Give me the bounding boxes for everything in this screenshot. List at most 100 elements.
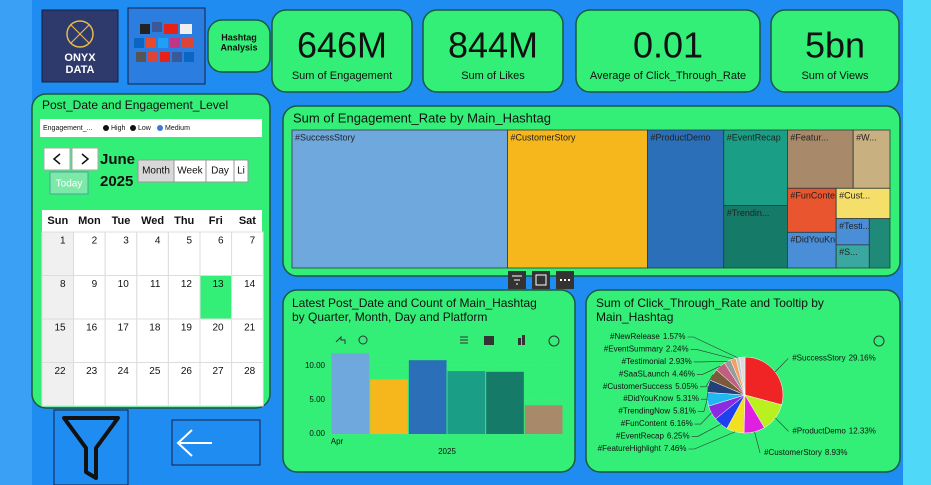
pie-label: #ProductDemo 12.33% xyxy=(792,426,876,435)
day-number: 28 xyxy=(244,366,256,377)
treemap-label: #CustomerStory xyxy=(511,132,577,142)
icon xyxy=(180,24,192,34)
pie-label-value: 5.05% xyxy=(675,382,698,391)
treemap-cell xyxy=(507,129,648,269)
logo xyxy=(41,9,119,83)
leader-line xyxy=(754,431,761,454)
treemap-label: #EventRecap xyxy=(727,132,781,142)
day-cell[interactable] xyxy=(231,275,264,320)
pie-label-name: #NewRelease xyxy=(610,332,660,341)
filter-icon xyxy=(62,416,120,480)
day-cell[interactable] xyxy=(136,362,169,407)
day-cell[interactable] xyxy=(41,318,75,363)
pie-label-value: 2.24% xyxy=(666,345,689,354)
day-cell[interactable] xyxy=(167,231,201,276)
menu-icon[interactable] xyxy=(460,336,468,344)
bar xyxy=(370,379,408,434)
leader-line xyxy=(690,349,734,360)
filter-button[interactable] xyxy=(53,409,129,485)
zoom-icon[interactable] xyxy=(358,335,368,345)
next-button[interactable] xyxy=(71,147,99,171)
day-cell[interactable] xyxy=(199,318,233,363)
view-label: Month xyxy=(142,166,170,177)
treemap-label: #W... xyxy=(856,132,877,142)
today-button[interactable] xyxy=(49,171,89,195)
calendar-icon[interactable] xyxy=(484,336,494,345)
view-button[interactable] xyxy=(233,159,249,183)
view-label: Li xyxy=(237,166,245,177)
legend-dot xyxy=(130,125,136,131)
day-cell[interactable] xyxy=(41,275,75,320)
day-cell[interactable] xyxy=(73,275,106,320)
day-cell[interactable] xyxy=(199,362,233,407)
day-cell[interactable] xyxy=(199,231,233,276)
day-cell[interactable] xyxy=(104,362,138,407)
icon xyxy=(152,22,162,32)
pie-label: #DidYouKnow 5.31% xyxy=(623,394,699,403)
leader-line xyxy=(699,374,714,388)
day-number: 13 xyxy=(212,279,224,290)
day-number: 15 xyxy=(54,323,66,334)
treemap-title: Sum of Engagement_Rate by Main_Hashtag xyxy=(293,110,551,125)
chart-icon[interactable] xyxy=(522,335,525,345)
day-cell[interactable] xyxy=(136,318,169,363)
day-cell[interactable] xyxy=(104,231,138,276)
day-cell[interactable] xyxy=(73,231,106,276)
toolbar-button[interactable] xyxy=(532,271,550,289)
pie-label-name: #CustomerStory xyxy=(764,448,822,457)
pie-label-name: #EventRecap xyxy=(616,432,665,441)
day-cell[interactable] xyxy=(167,275,201,320)
toolbar-icon xyxy=(512,275,522,285)
back-button[interactable] xyxy=(171,419,261,466)
day-cell[interactable] xyxy=(73,318,106,363)
drill-up-icon[interactable] xyxy=(335,335,346,344)
day-cell[interactable] xyxy=(231,362,264,407)
weekday: Thu xyxy=(174,215,194,227)
day-number: 2 xyxy=(92,236,98,247)
pie-label-value: 4.46% xyxy=(672,369,695,378)
prev-button[interactable] xyxy=(43,147,71,171)
pie-label-value: 1.57% xyxy=(663,332,686,341)
bar xyxy=(408,360,447,434)
day-cell[interactable] xyxy=(41,362,75,407)
year: 2025 xyxy=(100,173,133,190)
kpi-card xyxy=(271,9,413,93)
icon xyxy=(146,38,156,48)
icon xyxy=(164,24,178,34)
bar-title: by Quarter, Month, Day and Platform xyxy=(292,310,487,324)
icon xyxy=(184,52,194,62)
bar xyxy=(524,405,563,434)
day-cell[interactable] xyxy=(199,275,233,320)
leader-line xyxy=(700,386,709,400)
treemap-cell xyxy=(723,205,788,269)
bar xyxy=(447,371,486,434)
help-icon[interactable] xyxy=(873,335,885,347)
help-icon[interactable] xyxy=(548,335,560,347)
y-tick-label: 10.00 xyxy=(305,361,326,370)
pie-label-name: #ProductDemo xyxy=(792,426,846,435)
page-button[interactable] xyxy=(207,19,271,73)
day-number: 20 xyxy=(212,323,224,334)
icon xyxy=(140,24,150,34)
legend-dot xyxy=(157,125,163,131)
day-cell[interactable] xyxy=(73,362,106,407)
view-label: Day xyxy=(211,166,229,177)
pie-label-value: 6.25% xyxy=(667,432,690,441)
day-number: 21 xyxy=(244,323,256,334)
icon xyxy=(182,38,194,48)
day-cell[interactable] xyxy=(41,231,75,276)
day-cell[interactable] xyxy=(136,231,169,276)
leader-line xyxy=(688,431,736,450)
day-cell[interactable] xyxy=(231,231,264,276)
kpi-value: 5bn xyxy=(805,25,865,66)
treemap-cell xyxy=(852,129,891,189)
pie-label-name: #Testimonial xyxy=(622,357,667,366)
chart-icon[interactable] xyxy=(518,338,521,345)
day-number: 1 xyxy=(60,236,66,247)
leader-line xyxy=(691,424,721,437)
pie-label: #Testimonial 2.93% xyxy=(622,357,692,366)
pie-label: #EventSummary 2.24% xyxy=(604,345,689,354)
pie-label-name: #EventSummary xyxy=(604,345,663,354)
day-cell[interactable] xyxy=(104,275,138,320)
treemap-cell xyxy=(291,129,508,269)
